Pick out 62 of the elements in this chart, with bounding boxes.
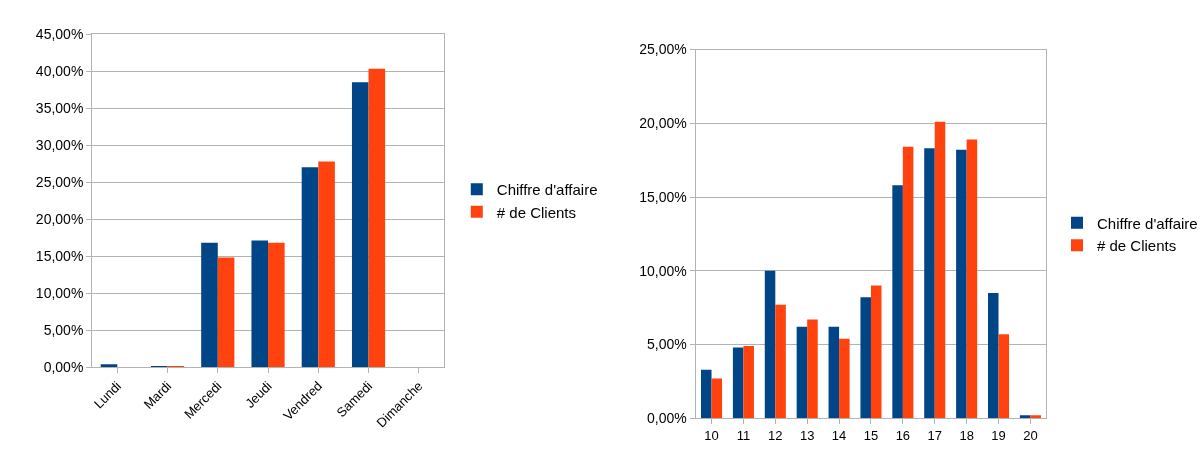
bar bbox=[956, 149, 967, 419]
y-tick-label: 10,00% bbox=[639, 262, 687, 279]
bar bbox=[924, 148, 935, 419]
bar bbox=[1030, 415, 1041, 419]
bar bbox=[743, 346, 754, 419]
y-tick-label: 5,00% bbox=[43, 322, 84, 339]
x-tick-label: 18 bbox=[959, 427, 974, 443]
bar bbox=[701, 369, 712, 419]
x-tick-label: 10 bbox=[704, 427, 719, 443]
bar bbox=[201, 242, 218, 368]
legend-label: # de Clients bbox=[496, 203, 577, 221]
bar bbox=[732, 347, 744, 419]
bar bbox=[368, 68, 386, 368]
y-tick-label: 30,00% bbox=[35, 137, 84, 153]
x-tick-label: 16 bbox=[895, 427, 911, 443]
x-tick-label: 19 bbox=[991, 427, 1006, 443]
y-tick-label: 25,00% bbox=[35, 174, 84, 190]
bar bbox=[351, 82, 369, 368]
legend-label: Chiffre d'affaire bbox=[496, 181, 598, 199]
bar bbox=[860, 297, 871, 419]
y-tick-label: 40,00% bbox=[35, 62, 84, 79]
bar bbox=[764, 270, 776, 419]
y-tick-label: 0,00% bbox=[647, 410, 687, 427]
y-tick-label: 0,00% bbox=[43, 359, 84, 376]
legend-label: # de Clients bbox=[1097, 237, 1177, 255]
bar bbox=[807, 319, 818, 419]
bar bbox=[100, 364, 118, 368]
bar bbox=[301, 167, 319, 368]
y-tick-label: 45,00% bbox=[35, 25, 84, 42]
bar bbox=[892, 185, 903, 419]
bar bbox=[839, 338, 850, 419]
y-tick-label: 20,00% bbox=[35, 211, 84, 228]
y-tick-label: 25,00% bbox=[639, 41, 687, 58]
y-tick-label: 20,00% bbox=[639, 115, 687, 132]
y-tick-label: 5,00% bbox=[647, 336, 687, 353]
bar bbox=[318, 161, 335, 368]
legend-label: Chiffre d'affaire bbox=[1097, 214, 1198, 232]
bar bbox=[775, 304, 786, 419]
bar bbox=[796, 326, 808, 419]
bar bbox=[268, 242, 285, 368]
bar bbox=[251, 240, 269, 368]
x-tick-label: 20 bbox=[1023, 427, 1038, 443]
x-tick-label: 13 bbox=[799, 427, 815, 443]
y-tick-label: 15,00% bbox=[35, 248, 84, 265]
bar bbox=[711, 378, 723, 419]
y-tick-label: 10,00% bbox=[35, 285, 84, 302]
bar bbox=[934, 121, 946, 419]
y-tick-label: 35,00% bbox=[35, 99, 84, 116]
bar bbox=[966, 139, 978, 419]
x-tick-label: 15 bbox=[863, 427, 879, 443]
bar bbox=[998, 334, 1010, 419]
bar bbox=[870, 285, 882, 419]
bar bbox=[828, 326, 840, 419]
x-tick-label: 17 bbox=[927, 427, 942, 443]
y-tick-label: 15,00% bbox=[639, 188, 687, 205]
x-tick-label: 11 bbox=[736, 427, 751, 443]
bar bbox=[988, 292, 999, 419]
x-tick-label: 12 bbox=[768, 427, 783, 443]
bar bbox=[1019, 415, 1031, 419]
x-tick-label: 14 bbox=[831, 427, 847, 443]
bar bbox=[902, 146, 914, 419]
bar bbox=[217, 257, 235, 368]
